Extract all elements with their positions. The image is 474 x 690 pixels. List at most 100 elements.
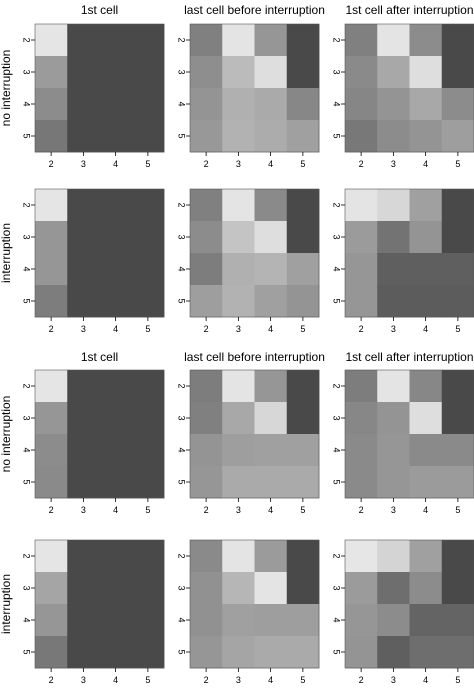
x-tick-label: 3 <box>81 675 86 685</box>
heatmap-cell <box>409 466 443 499</box>
heatmap-cell <box>286 253 320 286</box>
x-tick-label: 3 <box>391 505 396 515</box>
heatmap-cell <box>286 370 320 403</box>
heatmap-cell <box>131 189 165 222</box>
panel-title: 1st cell <box>81 3 118 17</box>
y-tick-label: 4 <box>177 617 187 622</box>
heatmap-cell <box>254 402 288 435</box>
heatmap-cell <box>35 636 68 669</box>
heatmap-cell <box>441 120 474 153</box>
heatmap-cell <box>409 636 443 669</box>
heatmap-cell <box>286 120 320 153</box>
heatmap-cell <box>190 253 223 286</box>
y-tick-label: 4 <box>332 266 342 271</box>
heatmap-cell <box>190 285 223 318</box>
heatmap-cell <box>286 636 320 669</box>
heatmap-cell <box>35 253 68 286</box>
x-tick-label: 3 <box>236 675 241 685</box>
x-tick-label: 2 <box>204 675 209 685</box>
panel-frame <box>34 539 165 669</box>
heatmap-cell <box>286 189 320 222</box>
heatmap-cell <box>286 221 320 254</box>
y-tick-label: 5 <box>177 133 187 138</box>
heatmap-cell <box>99 604 133 637</box>
y-tick-label: 2 <box>177 37 187 42</box>
heatmap-cell <box>222 221 255 254</box>
y-tick-label: 3 <box>177 234 187 239</box>
heatmap-cell <box>345 434 378 467</box>
heatmap-cell <box>35 24 68 57</box>
heatmap-cell <box>99 88 133 121</box>
heatmap-cell <box>409 88 443 121</box>
x-tick-label: 2 <box>359 159 364 169</box>
heatmap-cell <box>35 285 68 318</box>
heatmap-cell <box>377 189 410 222</box>
heatmap-cell <box>286 466 320 499</box>
heatmap-cell <box>409 221 443 254</box>
y-tick-label: 2 <box>22 383 32 388</box>
heatmap-cell <box>345 370 378 403</box>
y-tick-label: 2 <box>332 37 342 42</box>
y-tick-label: 5 <box>22 649 32 654</box>
y-tick-label: 3 <box>22 234 32 239</box>
heatmap-cell <box>35 402 68 435</box>
x-tick-label: 5 <box>300 505 305 515</box>
y-tick-label: 3 <box>177 415 187 420</box>
heatmap-cell <box>190 636 223 669</box>
x-tick-label: 5 <box>300 159 305 169</box>
y-tick-label: 5 <box>22 479 32 484</box>
y-tick-label: 3 <box>332 585 342 590</box>
y-tick-label: 4 <box>22 266 32 271</box>
heatmap-cell <box>254 56 288 89</box>
heatmap-cell <box>35 88 68 121</box>
x-tick-label: 4 <box>113 505 118 515</box>
y-tick-label: 2 <box>332 202 342 207</box>
y-tick-label: 3 <box>177 69 187 74</box>
panel-frame <box>344 369 474 499</box>
y-tick-label: 5 <box>177 298 187 303</box>
heatmap-cell <box>131 636 165 669</box>
heatmap-cell <box>67 56 100 89</box>
heatmap-cell <box>99 285 133 318</box>
x-tick-label: 2 <box>204 324 209 334</box>
heatmap-cell <box>441 466 474 499</box>
heatmap-cell <box>99 434 133 467</box>
x-tick-label: 4 <box>268 324 273 334</box>
y-tick-label: 2 <box>22 553 32 558</box>
heatmap-cell <box>190 56 223 89</box>
heatmap-cell <box>377 572 410 605</box>
y-tick-label: 4 <box>22 447 32 452</box>
panel-frame <box>34 369 165 499</box>
heatmap-cell <box>345 221 378 254</box>
x-tick-label: 3 <box>236 505 241 515</box>
heatmap-cell <box>254 24 288 57</box>
heatmap-cell <box>377 636 410 669</box>
y-tick-label: 4 <box>22 617 32 622</box>
heatmap-cell <box>190 24 223 57</box>
heatmap-cell <box>441 285 474 318</box>
x-tick-label: 4 <box>423 505 428 515</box>
heatmap-cell <box>345 604 378 637</box>
heatmap-cell <box>222 88 255 121</box>
heatmap-cell <box>222 253 255 286</box>
heatmap-cell <box>441 604 474 637</box>
heatmap-cell <box>131 572 165 605</box>
y-tick-label: 2 <box>22 37 32 42</box>
heatmap-cell <box>131 120 165 153</box>
x-tick-label: 3 <box>81 505 86 515</box>
heatmap-cell <box>377 604 410 637</box>
x-tick-label: 4 <box>113 675 118 685</box>
heatmap-cell <box>441 88 474 121</box>
panel-frame <box>189 23 320 153</box>
x-tick-label: 5 <box>300 324 305 334</box>
x-tick-label: 2 <box>49 675 54 685</box>
y-tick-label: 4 <box>22 101 32 106</box>
heatmap-cell <box>67 402 100 435</box>
heatmap-cell <box>441 221 474 254</box>
heatmap-cell <box>222 434 255 467</box>
heatmap-cell <box>377 120 410 153</box>
heatmap-cell <box>35 221 68 254</box>
heatmap-cell <box>377 466 410 499</box>
y-tick-label: 3 <box>332 415 342 420</box>
heatmap-cell <box>67 370 100 403</box>
